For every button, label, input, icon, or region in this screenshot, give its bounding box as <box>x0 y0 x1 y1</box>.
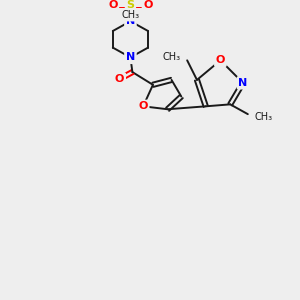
Text: N: N <box>238 78 248 88</box>
Text: O: O <box>216 55 225 65</box>
Text: CH₃: CH₃ <box>162 52 180 62</box>
Text: O: O <box>143 0 153 10</box>
Text: CH₃: CH₃ <box>255 112 273 122</box>
Text: O: O <box>139 101 148 111</box>
Text: O: O <box>108 0 118 10</box>
Text: O: O <box>115 74 124 84</box>
Text: S: S <box>126 0 134 10</box>
Text: N: N <box>126 16 135 26</box>
Text: N: N <box>126 52 135 62</box>
Text: CH₃: CH₃ <box>122 11 140 20</box>
